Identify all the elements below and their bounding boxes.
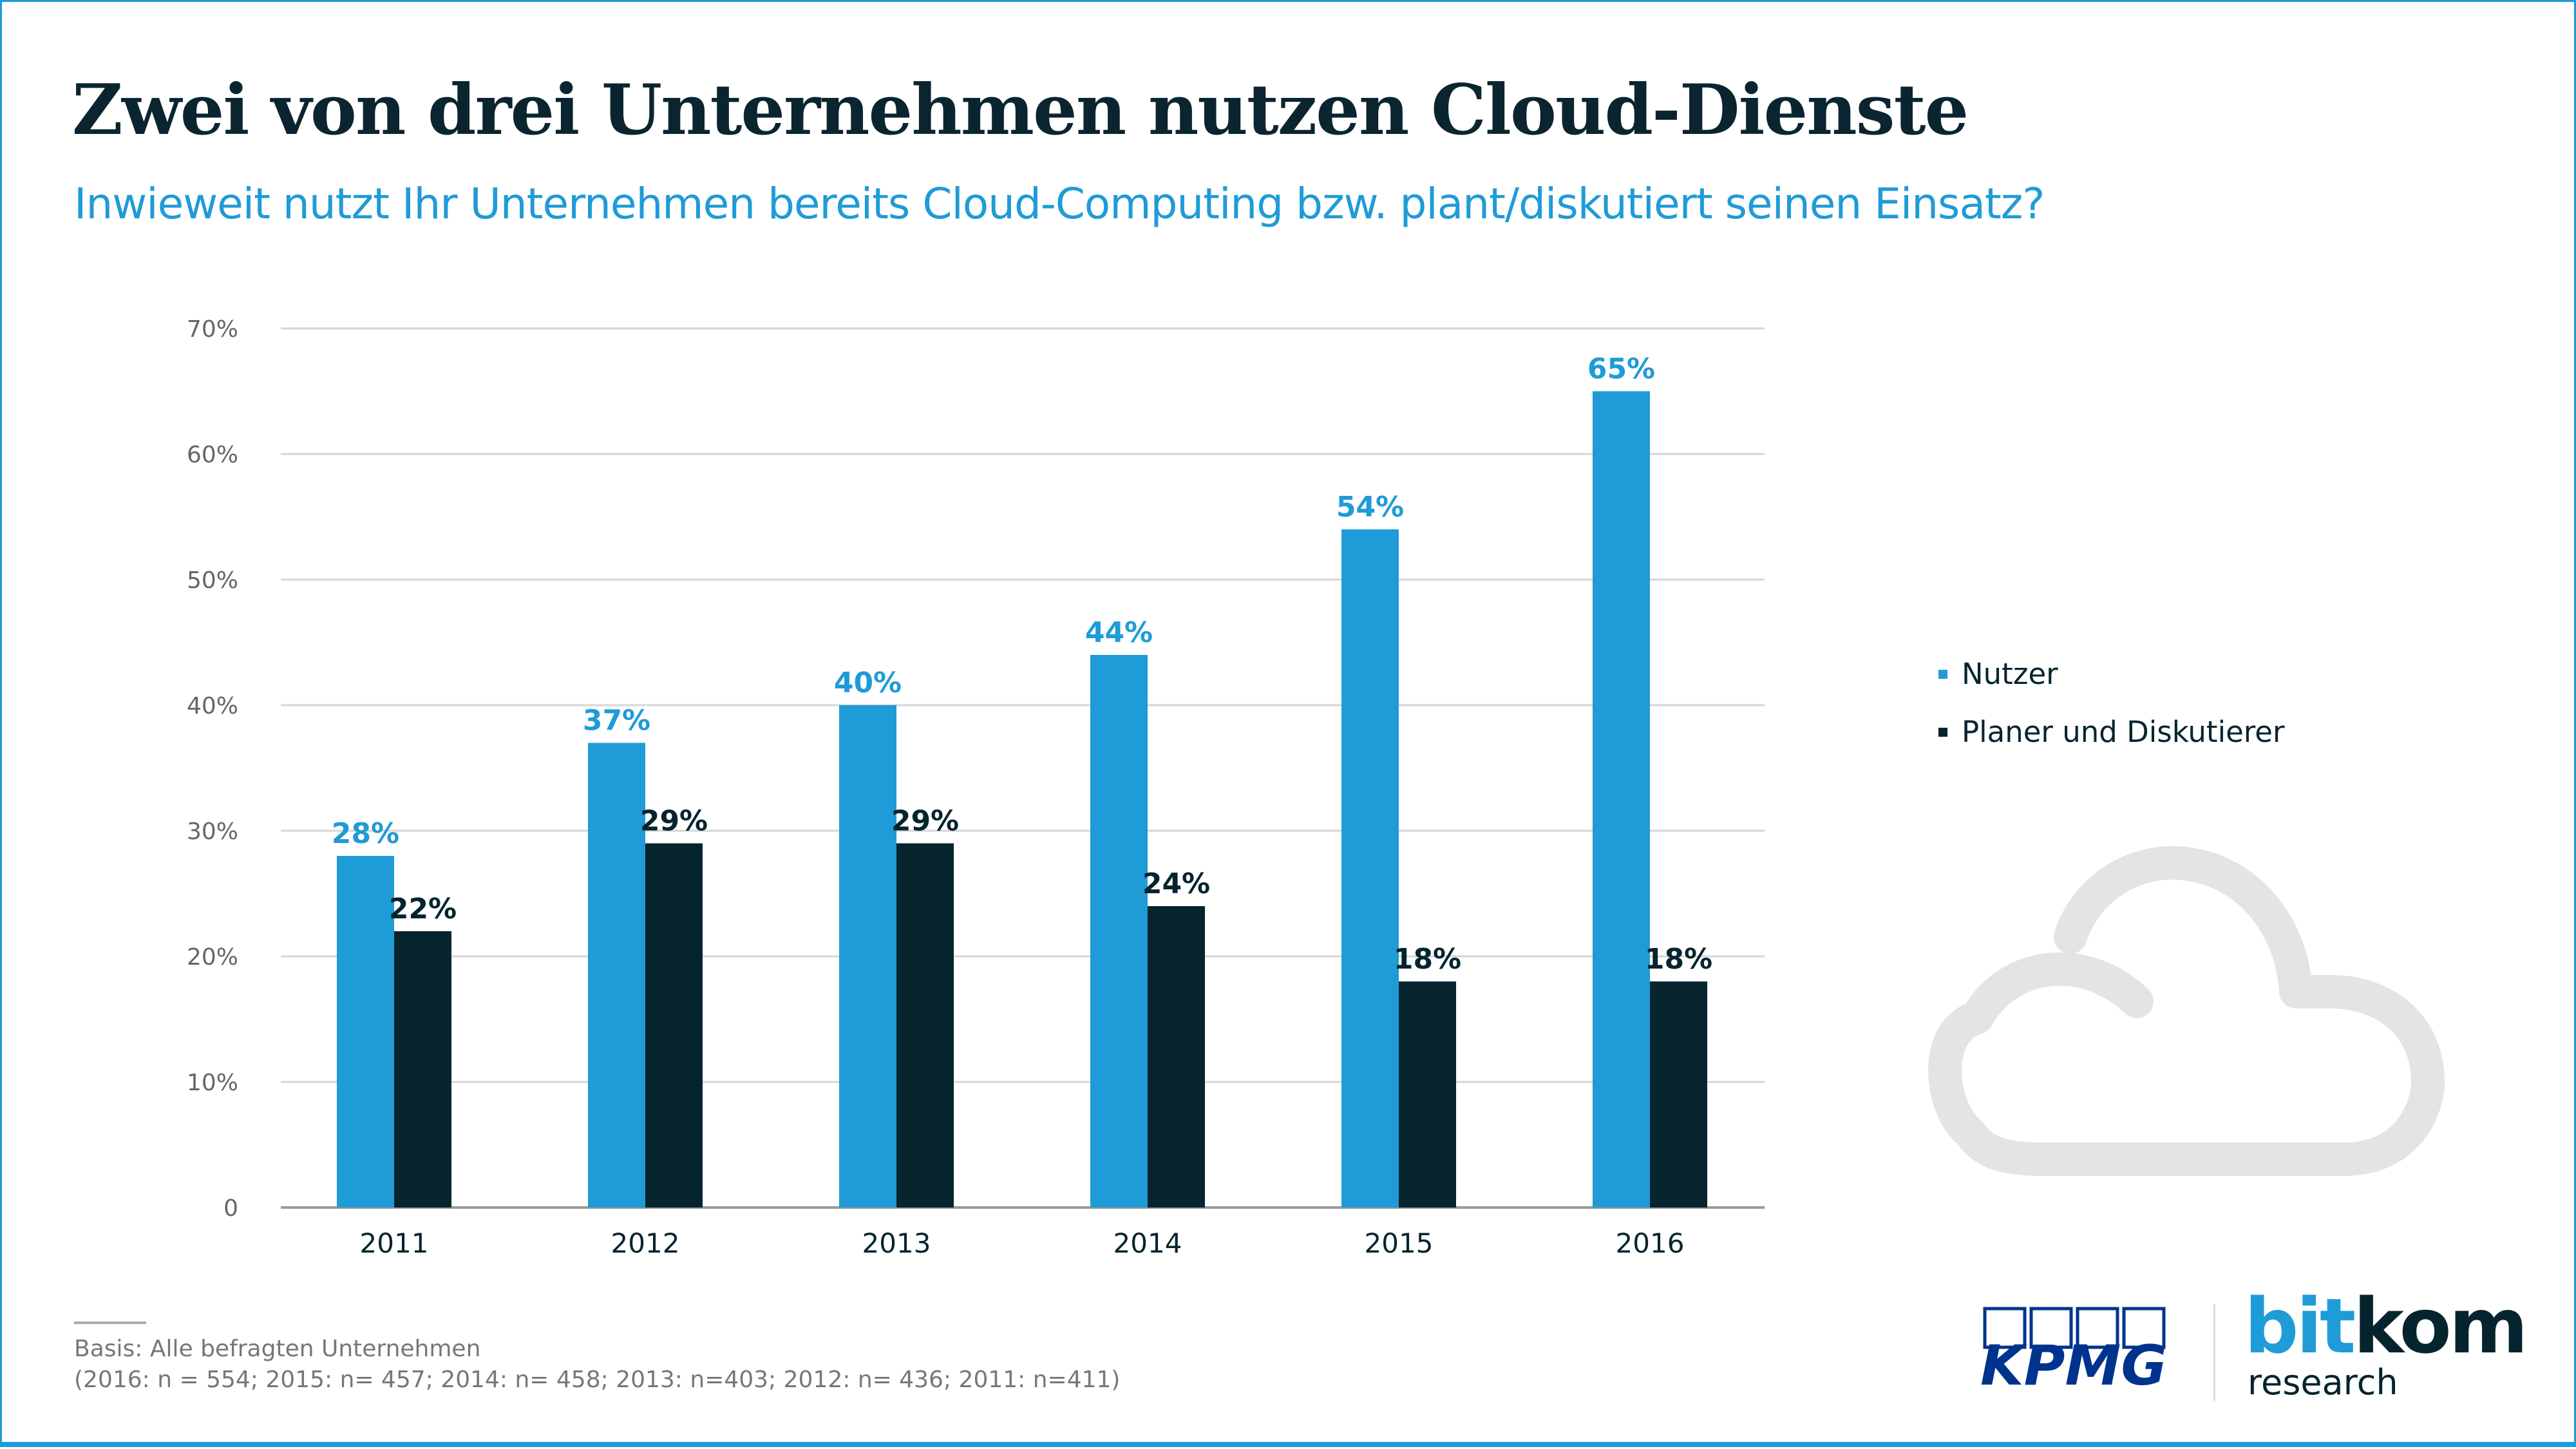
bar-planer — [896, 843, 954, 1208]
bar-nutzer — [1593, 391, 1650, 1208]
logo-separator — [2213, 1304, 2215, 1401]
legend-item-nutzer: Nutzer — [1938, 657, 2058, 691]
legend-item-planer: Planer und Diskutierer — [1938, 715, 2284, 749]
bar-planer — [394, 931, 451, 1208]
kpmg-logo: KPMG — [1980, 1307, 2167, 1390]
data-label: 18% — [1645, 943, 1712, 976]
bar-planer — [1148, 906, 1205, 1208]
bitkom-research-label: research — [2248, 1362, 2398, 1403]
y-tick-label: 50% — [187, 567, 238, 594]
legend-label: Planer und Diskutierer — [1962, 715, 2285, 749]
svg-text:KPMG: KPMG — [1980, 1334, 2167, 1390]
data-label: 28% — [332, 817, 399, 850]
data-label: 24% — [1142, 867, 1210, 900]
y-tick-label: 10% — [187, 1070, 238, 1096]
bar-nutzer — [839, 705, 896, 1208]
x-tick-label: 2013 — [862, 1227, 931, 1259]
y-tick-label: 0 — [223, 1195, 238, 1222]
data-label: 40% — [834, 667, 902, 699]
bar-nutzer — [1341, 529, 1399, 1208]
y-tick-label: 60% — [187, 442, 238, 468]
bar-planer — [645, 843, 703, 1208]
bar-nutzer — [337, 856, 394, 1208]
y-tick-label: 30% — [187, 819, 238, 845]
x-tick-label: 2016 — [1616, 1227, 1685, 1259]
bar-planer — [1399, 981, 1456, 1208]
bar-nutzer — [1090, 655, 1148, 1208]
data-label: 44% — [1085, 616, 1153, 649]
cloud-icon — [1928, 846, 2445, 1176]
footer-sample: (2016: n = 554; 2015: n= 457; 2014: n= 4… — [74, 1367, 1121, 1393]
y-tick-label: 40% — [187, 693, 238, 719]
footer-basis: Basis: Alle befragten Unternehmen — [74, 1336, 481, 1362]
data-label: 54% — [1336, 491, 1404, 524]
chart-title: Zwei von drei Unternehmen nutzen Cloud-D… — [72, 70, 1969, 151]
footer-divider — [74, 1321, 146, 1324]
data-label: 29% — [640, 805, 708, 838]
x-tick-label: 2011 — [360, 1227, 429, 1259]
bitkom-logo: bitkom — [2244, 1282, 2528, 1370]
legend-swatch — [1938, 669, 1947, 679]
x-tick-label: 2012 — [611, 1227, 680, 1259]
x-tick-label: 2014 — [1113, 1227, 1182, 1259]
x-tick-label: 2015 — [1365, 1227, 1434, 1259]
y-tick-label: 70% — [187, 316, 238, 343]
bar-nutzer — [588, 743, 645, 1208]
data-label: 22% — [389, 893, 457, 925]
chart-subtitle: Inwieweit nutzt Ihr Unternehmen bereits … — [74, 179, 2045, 229]
legend-label: Nutzer — [1962, 657, 2058, 691]
data-label: 29% — [891, 805, 959, 838]
bar-planer — [1650, 981, 1707, 1208]
data-label: 18% — [1394, 943, 1461, 976]
y-tick-label: 20% — [187, 944, 238, 971]
data-label: 65% — [1587, 353, 1655, 386]
legend-swatch — [1938, 727, 1947, 737]
data-label: 37% — [583, 705, 650, 737]
